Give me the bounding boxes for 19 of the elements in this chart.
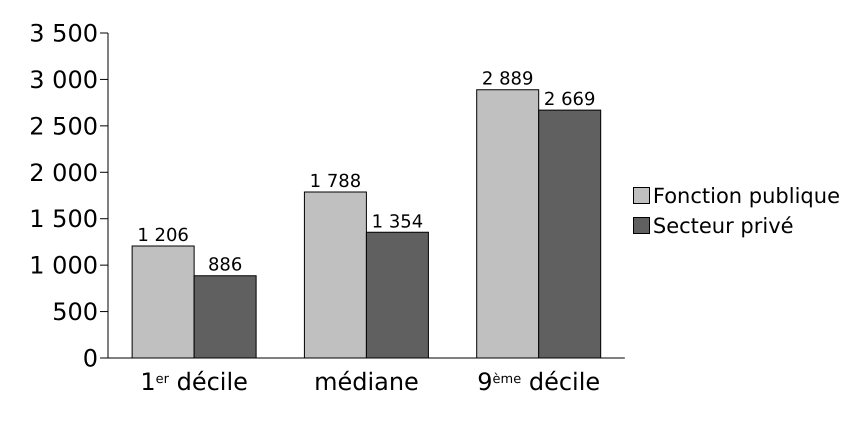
data-label: 1 206: [137, 225, 189, 246]
x-tick-label: 9$^{ème}$ décile: [477, 368, 600, 396]
y-tick-label: 1 500: [29, 205, 98, 234]
x-tick-label: 1$^{er}$ décile: [140, 368, 248, 396]
y-tick-label: 1 000: [29, 252, 98, 280]
y-tick-label: 2 000: [29, 158, 98, 187]
legend-label: Fonction publique: [652, 184, 840, 208]
y-tick-label: 2 500: [29, 112, 98, 140]
data-label: 2 669: [544, 89, 596, 110]
data-label: 1 354: [372, 211, 424, 232]
y-tick-label: 3 000: [29, 66, 98, 94]
x-tick-label: médiane: [314, 368, 419, 396]
y-tick-label: 3 500: [29, 20, 98, 48]
data-label: 886: [208, 254, 242, 276]
y-tick-label: 500: [52, 298, 98, 326]
legend-label: Secteur privé: [652, 214, 794, 238]
data-label: 2 889: [482, 68, 534, 90]
y-tick-label: 0: [82, 344, 98, 373]
data-label: 1 788: [310, 170, 362, 192]
